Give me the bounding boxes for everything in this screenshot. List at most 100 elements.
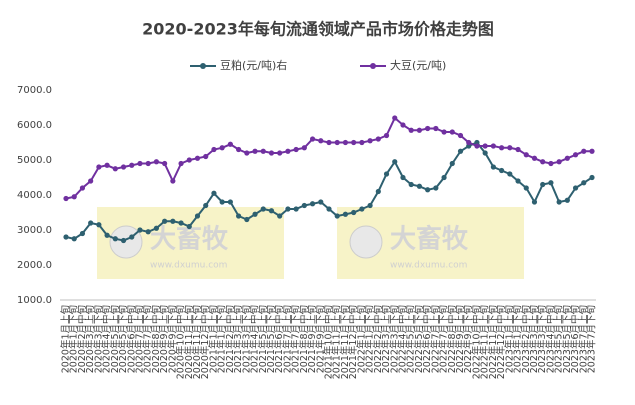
- point: [63, 234, 69, 240]
- point: [137, 227, 143, 233]
- point: [194, 213, 201, 219]
- x-tick-label: 2021年1月下旬: [216, 305, 228, 373]
- x-tick-label: 2021年5月下旬: [265, 305, 277, 373]
- point: [227, 199, 233, 205]
- point: [564, 155, 570, 161]
- point: [416, 127, 423, 133]
- x-tick-label: 2021年11月上旬: [331, 305, 343, 379]
- x-tick-label: 2020年7月上旬: [133, 305, 145, 373]
- point: [96, 222, 102, 228]
- point: [392, 115, 398, 121]
- point: [581, 148, 587, 154]
- point: [351, 139, 357, 146]
- point: [301, 202, 307, 209]
- point: [203, 153, 209, 160]
- point: [170, 178, 176, 184]
- point: [449, 129, 455, 135]
- point: [441, 174, 447, 181]
- point: [268, 150, 275, 156]
- x-tick-label: 2022年1月下旬: [364, 305, 376, 373]
- point: [63, 195, 69, 202]
- x-tick-label: 2022年3月下旬: [388, 305, 400, 373]
- point: [235, 213, 242, 219]
- x-tick-label: 2023年7月上旬: [577, 305, 589, 373]
- y-tick-label: 2000.0: [17, 260, 52, 271]
- x-tick-label: 2020年1月上旬: [60, 305, 72, 373]
- point: [120, 237, 127, 244]
- y-tick-label: 6000.0: [17, 120, 52, 131]
- point: [498, 167, 505, 174]
- point: [88, 220, 94, 226]
- point: [162, 160, 168, 167]
- watermark-url: www.dxumu.com: [150, 261, 227, 271]
- point: [194, 155, 201, 161]
- x-tick-label: 2020年2月中旬: [76, 305, 88, 373]
- point: [88, 178, 94, 184]
- point: [170, 218, 176, 224]
- point: [375, 188, 381, 195]
- point: [383, 171, 390, 177]
- x-tick-label: 2021年1月上旬: [207, 305, 219, 373]
- point: [71, 194, 77, 200]
- x-tick-label: 2021年3月上旬: [232, 305, 244, 373]
- point: [523, 185, 529, 191]
- x-tick-label: 2021年9月上旬: [306, 305, 318, 373]
- point: [318, 138, 324, 144]
- point: [186, 157, 192, 163]
- point: [293, 146, 299, 153]
- point: [531, 155, 538, 161]
- x-tick-label: 2020年9月下旬: [166, 305, 178, 373]
- point: [309, 136, 316, 142]
- point: [104, 162, 110, 168]
- x-tick-label: 2021年6月中旬: [273, 305, 285, 373]
- point: [556, 199, 562, 205]
- point: [342, 139, 349, 146]
- x-tick-label: 2022年12月中旬: [495, 305, 507, 379]
- point: [359, 206, 365, 212]
- point: [227, 141, 233, 147]
- point: [129, 162, 135, 168]
- point: [441, 129, 447, 135]
- x-tick-label: 2022年10月中旬: [470, 305, 482, 379]
- x-tick-label: 2022年5月下旬: [413, 305, 425, 373]
- point: [342, 211, 349, 217]
- point: [548, 160, 554, 167]
- x-tick-label: 2023年4月中旬: [544, 305, 556, 373]
- point: [400, 122, 406, 128]
- point: [79, 230, 86, 237]
- point: [252, 148, 258, 154]
- point: [359, 139, 365, 146]
- point: [260, 148, 266, 154]
- x-tick-label: 2021年10月中旬: [323, 305, 335, 379]
- legend-label: 豆粕(元/吨)右: [220, 58, 287, 72]
- legend-marker: [370, 63, 376, 69]
- y-tick-label: 1000.0: [17, 295, 52, 306]
- point: [79, 185, 86, 191]
- point: [425, 187, 431, 193]
- point: [318, 199, 324, 205]
- point: [334, 213, 340, 219]
- x-tick-label: 2021年12月中旬: [347, 305, 359, 379]
- point: [285, 206, 291, 212]
- x-tick-label: 2023年1月下旬: [512, 305, 524, 373]
- watermark-logo: [349, 225, 383, 259]
- x-tick-label: 2023年6月中旬: [569, 305, 581, 373]
- point: [162, 218, 168, 224]
- x-tick-label: 2020年9月上旬: [158, 305, 170, 373]
- point: [71, 236, 77, 242]
- x-tick-label: 2021年2月中旬: [224, 305, 236, 373]
- point: [120, 164, 127, 170]
- point: [589, 174, 595, 181]
- x-tick-label: 2021年3月下旬: [240, 305, 252, 373]
- x-tick-label: 2023年1月上旬: [503, 305, 515, 373]
- point: [145, 160, 151, 167]
- point: [498, 145, 505, 151]
- x-tick-label: 2022年7月下旬: [438, 305, 450, 373]
- point: [367, 138, 373, 144]
- point: [408, 127, 414, 133]
- y-tick-label: 5000.0: [17, 155, 52, 166]
- x-tick-label: 2022年3月上旬: [380, 305, 392, 373]
- x-tick-label: 2023年7月下旬: [586, 305, 598, 373]
- point: [235, 146, 242, 153]
- point: [268, 208, 275, 214]
